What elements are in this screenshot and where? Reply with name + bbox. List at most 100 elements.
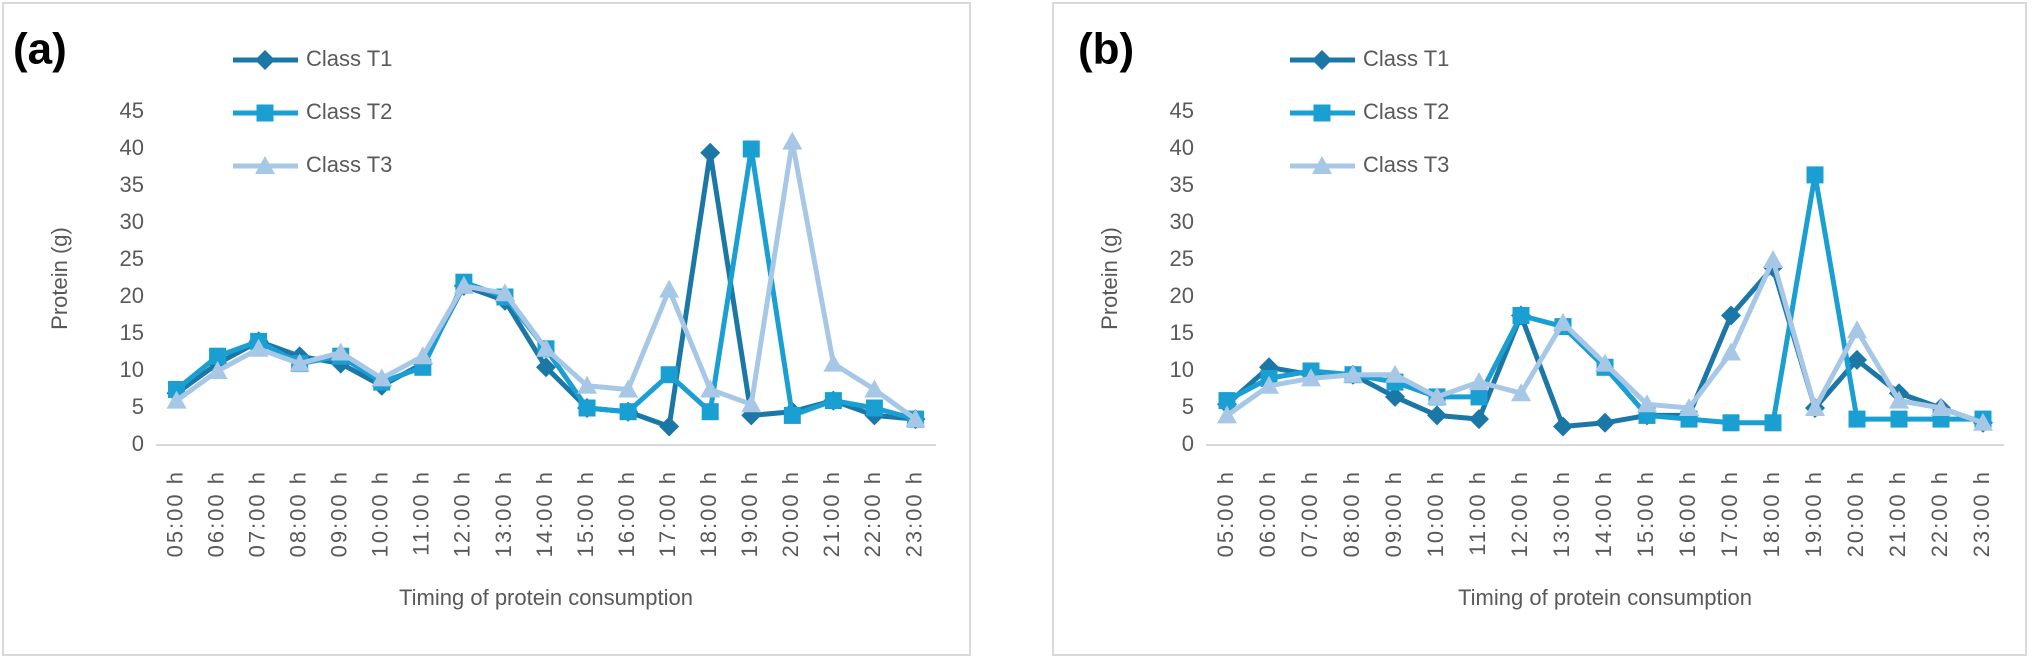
- data-point: [494, 283, 515, 302]
- y-tick-label: 40: [1170, 135, 1194, 160]
- x-tick-label: 14:00 h: [532, 470, 557, 557]
- y-tick-label: 15: [1170, 320, 1194, 345]
- data-point: [1848, 410, 1866, 428]
- legend-marker: [1312, 50, 1332, 70]
- x-tick-label: 22:00 h: [860, 470, 885, 557]
- y-tick-label: 25: [1170, 246, 1194, 271]
- data-point: [905, 409, 926, 428]
- data-point: [1763, 250, 1783, 268]
- data-point: [1890, 410, 1908, 428]
- y-tick-label: 25: [120, 246, 144, 271]
- legend-marker: [256, 104, 274, 122]
- x-tick-label: 17:00 h: [655, 470, 680, 557]
- legend-marker: [1312, 156, 1332, 174]
- y-tick-label: 5: [1182, 394, 1194, 419]
- data-point: [578, 399, 596, 417]
- x-tick-label: 23:00 h: [901, 470, 926, 557]
- x-tick-label: 23:00 h: [1969, 470, 1994, 557]
- data-point: [1427, 386, 1447, 405]
- legend-marker: [255, 156, 275, 174]
- y-tick-label: 15: [120, 320, 144, 345]
- data-point: [1511, 383, 1531, 402]
- x-tick-label: 19:00 h: [737, 470, 762, 557]
- x-axis-title: Timing of protein consumption: [1458, 585, 1752, 610]
- data-point: [1259, 375, 1279, 394]
- legend-label: Class T2: [306, 99, 392, 124]
- panel-frame: [1052, 2, 2027, 656]
- data-point: [166, 390, 187, 409]
- y-axis-title: Protein (g): [47, 227, 72, 330]
- data-point: [1301, 368, 1321, 387]
- y-tick-label: 30: [1170, 209, 1194, 234]
- data-point: [412, 346, 433, 365]
- x-tick-label: 05:00 h: [162, 470, 187, 557]
- data-point: [1806, 166, 1824, 184]
- y-tick-label: 30: [120, 209, 144, 234]
- data-point: [659, 416, 680, 437]
- y-axis-title: Protein (g): [1097, 227, 1122, 330]
- data-point: [453, 275, 474, 294]
- y-tick-label: 35: [1170, 172, 1194, 197]
- x-tick-label: 20:00 h: [1843, 470, 1868, 557]
- y-tick-label: 40: [120, 135, 144, 160]
- x-tick-label: 10:00 h: [1423, 470, 1448, 557]
- x-tick-label: 18:00 h: [1759, 470, 1784, 557]
- data-point: [1679, 398, 1699, 416]
- data-point: [577, 375, 598, 394]
- data-point: [1764, 414, 1782, 432]
- data-point: [1385, 386, 1405, 407]
- x-tick-label: 20:00 h: [778, 470, 803, 557]
- data-point: [1512, 307, 1530, 324]
- x-tick-label: 12:00 h: [450, 470, 475, 557]
- legend-marker: [255, 50, 275, 70]
- data-point: [1847, 320, 1867, 339]
- y-tick-label: 20: [120, 283, 144, 308]
- y-tick-label: 35: [120, 172, 144, 197]
- data-point: [207, 361, 228, 379]
- legend-label: Class T3: [1363, 152, 1449, 177]
- x-tick-label: 17:00 h: [1717, 470, 1742, 557]
- x-tick-label: 14:00 h: [1591, 470, 1616, 557]
- data-point: [1469, 409, 1489, 430]
- x-tick-label: 18:00 h: [696, 470, 721, 557]
- data-point: [783, 406, 801, 424]
- data-point: [700, 142, 721, 163]
- x-tick-label: 09:00 h: [1381, 470, 1406, 557]
- y-tick-label: 10: [120, 357, 144, 382]
- legend-marker: [1313, 104, 1331, 122]
- data-point: [701, 403, 719, 421]
- y-tick-label: 0: [1182, 431, 1194, 456]
- x-tick-label: 16:00 h: [614, 470, 639, 557]
- x-tick-label: 13:00 h: [1549, 470, 1574, 557]
- panel-label: (b): [1078, 25, 1134, 74]
- y-tick-label: 0: [132, 431, 144, 456]
- data-point: [618, 379, 639, 398]
- legend-label: Class T1: [1363, 46, 1449, 71]
- x-tick-label: 21:00 h: [819, 470, 844, 557]
- x-tick-label: 11:00 h: [1465, 470, 1490, 556]
- x-tick-label: 08:00 h: [1339, 470, 1364, 557]
- data-point: [330, 342, 351, 361]
- data-point: [1553, 416, 1573, 437]
- data-point: [659, 279, 680, 298]
- legend-label: Class T3: [306, 152, 392, 177]
- data-point: [824, 392, 842, 410]
- legend-label: Class T2: [1363, 99, 1449, 124]
- data-point: [536, 338, 556, 357]
- data-point: [1343, 364, 1363, 383]
- data-point: [1469, 372, 1489, 391]
- x-tick-label: 07:00 h: [1297, 470, 1322, 557]
- x-tick-label: 07:00 h: [244, 470, 269, 557]
- x-tick-label: 11:00 h: [409, 470, 434, 556]
- x-tick-label: 10:00 h: [368, 470, 393, 557]
- data-point: [700, 379, 721, 398]
- x-tick-label: 12:00 h: [1507, 470, 1532, 557]
- x-tick-label: 06:00 h: [1255, 470, 1280, 557]
- data-point: [660, 366, 678, 384]
- y-tick-label: 10: [1170, 357, 1194, 382]
- data-point: [1470, 388, 1488, 406]
- x-tick-label: 16:00 h: [1675, 470, 1700, 557]
- panel-label: (a): [13, 25, 67, 74]
- data-point: [619, 403, 637, 421]
- data-point: [1973, 412, 1993, 431]
